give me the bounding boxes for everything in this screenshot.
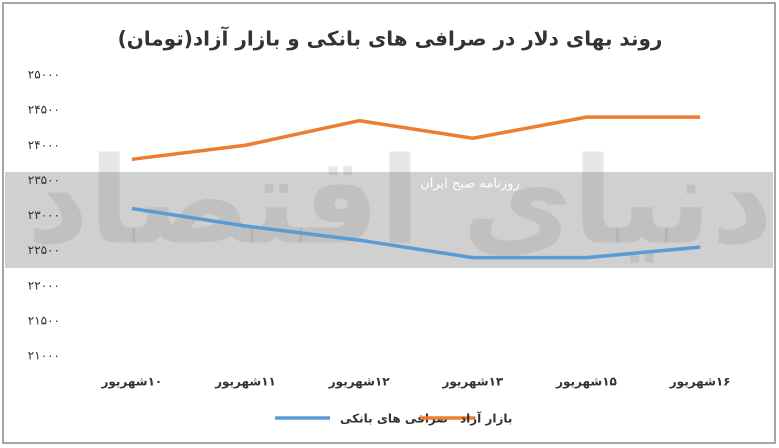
x-tick-label: ۱۰شهریور	[100, 375, 162, 390]
line	[131, 206, 701, 260]
legend-label: بازار آزاد	[460, 411, 512, 426]
y-tick-label: ۲۵۰۰۰	[28, 68, 60, 82]
x-tick-label: ۱۵شهریور	[555, 375, 617, 390]
y-tick-label: ۲۴۰۰۰	[28, 138, 60, 152]
watermark: روزنامه صبح ایران	[420, 177, 520, 192]
y-tick-label: ۲۱۵۰۰	[28, 313, 60, 327]
y-tick-label: ۲۴۵۰۰	[28, 103, 60, 117]
y-tick-label: ۲۳۰۰۰	[28, 208, 60, 222]
y-tick-label: ۲۲۰۰۰	[28, 278, 60, 292]
y-tick-label: ۲۳۵۰۰	[28, 173, 60, 187]
x-tick-label: ۱۶شهریور	[669, 375, 731, 390]
y-tick-label: ۲۱۰۰۰	[28, 349, 60, 363]
x-tick-label: ۱۱شهریور	[214, 375, 276, 390]
legend-label: صرافی های بانکی	[340, 412, 448, 426]
x-tick-label: ۱۲شهریور	[328, 375, 390, 390]
chart-title: روند بهای دلار در صرافی های بانکی و بازا…	[118, 26, 663, 51]
y-tick-label: ۲۲۵۰۰	[28, 243, 60, 257]
x-tick-label: ۱۳شهریور	[441, 375, 503, 390]
line	[131, 115, 701, 162]
